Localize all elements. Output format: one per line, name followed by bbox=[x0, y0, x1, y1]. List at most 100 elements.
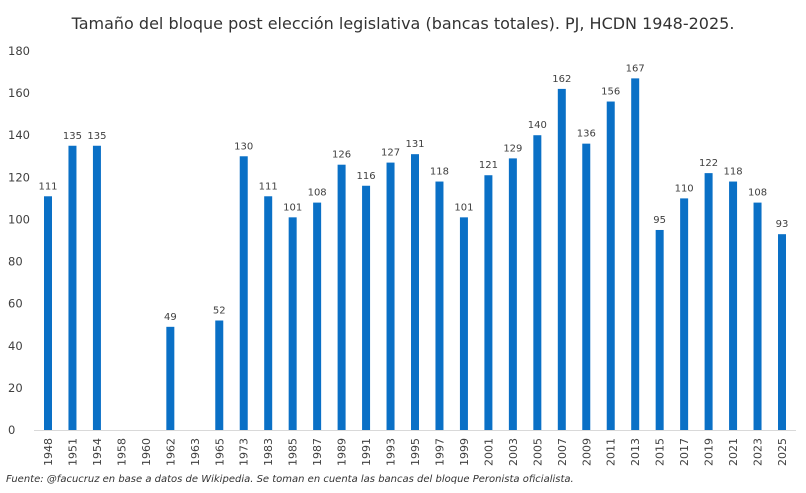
y-tick-label: 100 bbox=[8, 212, 30, 226]
data-label: 121 bbox=[479, 160, 498, 171]
x-tick-label: 1983 bbox=[262, 438, 275, 466]
bar bbox=[435, 181, 444, 430]
x-tick-label: 1963 bbox=[189, 438, 202, 466]
data-label: 131 bbox=[405, 139, 424, 150]
bar bbox=[484, 175, 493, 430]
bar bbox=[68, 145, 77, 430]
bar bbox=[557, 88, 566, 431]
data-label: 93 bbox=[776, 219, 789, 230]
data-label: 126 bbox=[332, 150, 351, 161]
x-tick-label: 2025 bbox=[776, 438, 789, 466]
x-tick-label: 1958 bbox=[115, 438, 128, 466]
bar bbox=[459, 217, 468, 430]
source-note: Fuente: @facucruz en base a datos de Wik… bbox=[6, 474, 574, 485]
data-label: 129 bbox=[503, 143, 522, 154]
bar bbox=[166, 326, 175, 430]
x-tick-label: 1962 bbox=[164, 438, 177, 466]
x-tick-label: 2003 bbox=[507, 438, 520, 466]
x-tick-label: 2005 bbox=[531, 438, 544, 466]
bar bbox=[288, 217, 297, 430]
bar bbox=[362, 185, 371, 430]
data-label: 110 bbox=[675, 183, 694, 194]
bar bbox=[44, 196, 52, 430]
x-tick-label: 1987 bbox=[311, 438, 324, 466]
x-tick-label: 1973 bbox=[238, 438, 251, 466]
data-label: 101 bbox=[454, 202, 473, 213]
data-label: 49 bbox=[164, 312, 177, 323]
data-label: 101 bbox=[283, 202, 302, 213]
bar bbox=[215, 320, 224, 430]
x-tick-label: 1960 bbox=[140, 438, 153, 466]
bar bbox=[680, 198, 689, 430]
bar bbox=[239, 156, 248, 430]
bar bbox=[313, 202, 322, 430]
x-tick-label: 1995 bbox=[409, 438, 422, 466]
x-tick-label: 1991 bbox=[360, 438, 373, 466]
bar bbox=[337, 164, 346, 430]
data-label: 111 bbox=[259, 181, 278, 192]
x-tick-label: 2001 bbox=[482, 438, 495, 466]
data-label: 111 bbox=[38, 181, 57, 192]
x-tick-label: 2021 bbox=[727, 438, 740, 466]
bar bbox=[92, 145, 101, 430]
x-tick-label: 1965 bbox=[213, 438, 226, 466]
x-tick-label: 2011 bbox=[605, 438, 618, 466]
data-label: 108 bbox=[308, 188, 327, 199]
bar bbox=[704, 173, 713, 430]
y-tick-label: 60 bbox=[8, 297, 23, 311]
x-tick-label: 2017 bbox=[678, 438, 691, 466]
y-tick-label: 160 bbox=[8, 86, 30, 100]
x-tick-label: 1948 bbox=[42, 438, 55, 466]
x-tick-label: 1997 bbox=[433, 438, 446, 466]
chart-title: Tamaño del bloque post elección legislat… bbox=[71, 14, 735, 33]
x-tick-label: 2007 bbox=[556, 438, 569, 466]
x-tick-label: 2009 bbox=[580, 438, 593, 466]
bar bbox=[508, 158, 517, 430]
y-tick-label: 20 bbox=[8, 381, 23, 395]
data-label: 122 bbox=[699, 158, 718, 169]
bar bbox=[264, 196, 273, 430]
data-label: 135 bbox=[87, 131, 106, 142]
x-tick-label: 1999 bbox=[458, 438, 471, 466]
x-tick-label: 2015 bbox=[654, 438, 667, 466]
data-label: 162 bbox=[552, 74, 571, 85]
data-label: 52 bbox=[213, 306, 226, 317]
x-tick-label: 2019 bbox=[703, 438, 716, 466]
data-label: 135 bbox=[63, 131, 82, 142]
data-label: 118 bbox=[430, 167, 449, 178]
bar bbox=[778, 234, 786, 430]
x-tick-label: 1951 bbox=[66, 438, 79, 466]
bar bbox=[753, 202, 762, 430]
bar bbox=[411, 154, 419, 430]
data-label: 108 bbox=[748, 188, 767, 199]
y-tick-label: 40 bbox=[8, 339, 23, 353]
data-label: 136 bbox=[577, 129, 596, 140]
x-tick-label: 2013 bbox=[629, 438, 642, 466]
bar bbox=[729, 181, 738, 430]
data-label: 140 bbox=[528, 120, 547, 131]
bar bbox=[631, 78, 640, 430]
x-tick-label: 1989 bbox=[336, 438, 349, 466]
data-label: 127 bbox=[381, 148, 400, 159]
data-label: 95 bbox=[653, 215, 666, 226]
bar bbox=[386, 162, 395, 430]
data-label: 156 bbox=[601, 87, 620, 98]
bar-chart: 0 20 40 60 80 100 120 140 160 180 111 1948 135 1951 13… bbox=[8, 44, 796, 466]
bar bbox=[582, 143, 591, 430]
y-tick-label: 80 bbox=[8, 255, 23, 269]
x-tick-label: 2023 bbox=[752, 438, 765, 466]
data-label: 118 bbox=[724, 167, 743, 178]
data-label: 130 bbox=[234, 141, 253, 152]
y-tick-label: 0 bbox=[8, 423, 15, 437]
x-tick-label: 1985 bbox=[287, 438, 300, 466]
y-tick-label: 140 bbox=[8, 128, 30, 142]
y-tick-label: 120 bbox=[8, 170, 30, 184]
bar bbox=[533, 135, 542, 430]
bar bbox=[606, 101, 615, 431]
x-tick-label: 1954 bbox=[91, 438, 104, 466]
data-label: 167 bbox=[626, 63, 645, 74]
data-label: 116 bbox=[357, 171, 376, 182]
bar bbox=[655, 229, 664, 430]
y-tick-label: 180 bbox=[8, 44, 30, 58]
x-tick-label: 1993 bbox=[385, 438, 398, 466]
